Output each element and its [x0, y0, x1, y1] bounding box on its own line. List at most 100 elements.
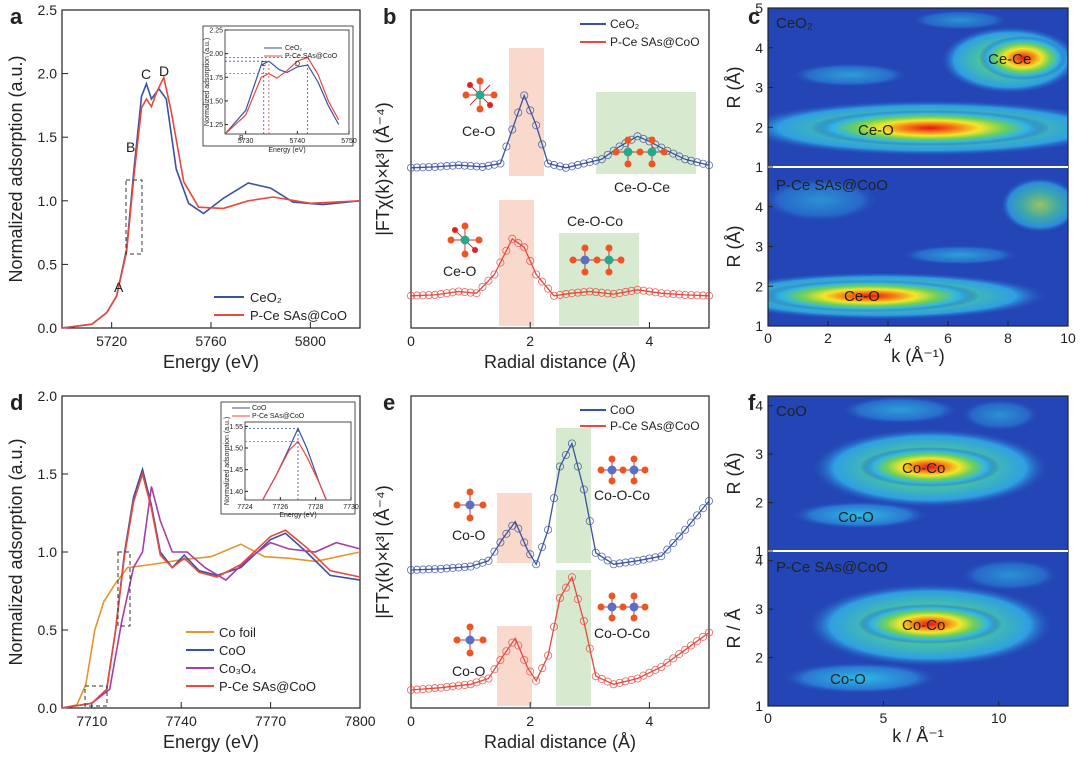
inset-y-tick-label-a: 1.50	[209, 98, 223, 105]
panel-label-b: b	[383, 4, 396, 29]
y-axis-label-f: R / Å	[724, 608, 744, 648]
panel-f: f CoO Co-Co Co-O P-Ce SAs@CoO Co-Co Co-O…	[724, 390, 1069, 746]
series-marker-e	[597, 552, 606, 561]
series-marker-b	[705, 161, 714, 170]
peak-label-co-co-f2: Co-Co	[902, 617, 945, 634]
label-ce-o-co: Ce-O-Co	[567, 213, 623, 229]
series-marker-e	[448, 682, 457, 691]
series-marker-b	[448, 161, 457, 170]
y-tick-label-a: 1.0	[38, 193, 58, 209]
label-ce-o-bottom: Ce-O	[443, 263, 477, 279]
series-marker-e	[454, 681, 463, 690]
inset-annotation-C: C	[261, 61, 266, 68]
series-marker-b	[454, 161, 463, 170]
series-marker-e	[639, 555, 648, 564]
series-marker-e	[621, 677, 630, 686]
series-marker-e	[687, 641, 696, 650]
series-marker-e	[406, 566, 415, 575]
series-marker-b	[484, 161, 493, 170]
heatmap-pce-f	[768, 552, 1068, 706]
panel-label-c: c	[748, 4, 760, 29]
series-marker-b	[526, 256, 535, 265]
series-marker-b	[561, 163, 570, 172]
axes-b: 0 2 4 Radial distance (Å) |FTχ(k)×k³| (Å⁻⁴)	[373, 102, 654, 372]
axes-e: 0 2 4 Radial distance (Å) |FTχ(k)×k³| (Å⁻⁴)	[373, 485, 654, 752]
inset-annotation-B: B	[239, 135, 244, 142]
y-tick-label-d: 1.0	[38, 544, 58, 560]
x-tick-label-b: 4	[646, 333, 654, 349]
series-marker-b	[639, 286, 648, 295]
y-tick-label-f: 1	[755, 543, 763, 559]
legend-d: Co foil CoO Co₃O₄ P-Ce SAs@CoO	[186, 625, 316, 694]
series-marker-b	[675, 290, 684, 299]
series-marker-e	[621, 558, 630, 567]
series-marker-b	[412, 291, 421, 300]
panel-label-a: a	[10, 4, 23, 29]
legend-label-co-foil: Co foil	[219, 625, 256, 640]
x-tick-label-d: 7800	[344, 713, 375, 729]
inset-series-line-a	[224, 56, 340, 135]
x-tick-label-a: 5760	[195, 333, 226, 349]
co-o-molecule-icon-2	[453, 623, 487, 657]
series-marker-e	[699, 632, 708, 641]
inset-x-tick-label-d: 7724	[237, 504, 253, 511]
series-marker-e	[627, 675, 636, 684]
series-marker-e	[430, 684, 439, 693]
series-marker-e	[538, 543, 547, 552]
plot-frame-e	[410, 395, 710, 709]
heatmap-title-pce-c: P-Ce SAs@CoO	[776, 177, 888, 194]
series-marker-b	[579, 288, 588, 297]
series-marker-b	[442, 289, 451, 298]
series-marker-b	[466, 162, 475, 171]
series-e	[406, 439, 714, 695]
panel-d: d 7710 7740 7770 7800 0.0 0.5 1.0 1.5 2.0 Energy …	[6, 388, 376, 752]
highlight-ce-o-top	[509, 48, 544, 176]
series-marker-b	[633, 285, 642, 294]
series-marker-e	[663, 545, 672, 554]
x-tick-label-e: 0	[407, 713, 415, 729]
series-marker-e	[561, 583, 570, 592]
ce-o-molecule-icon-2	[447, 222, 483, 258]
legend-label-b2: P-Ce SAs@CoO	[610, 35, 700, 49]
series-marker-e	[609, 560, 618, 569]
y-tick-label-f: 2	[755, 495, 763, 511]
heatmap-ceo2	[768, 8, 1068, 166]
series-a	[61, 74, 361, 329]
inset-d: 7724 7726 7728 7730 1.40 1.45 1.50 1.55 Energy (…	[220, 401, 359, 519]
co-o-co-molecule-icon-2	[597, 592, 649, 622]
x-tick-label-e: 2	[526, 713, 534, 729]
series-marker-b	[687, 156, 696, 165]
label-ce-o-ce: Ce-O-Ce	[614, 179, 670, 195]
highlight-ce-o-co	[559, 233, 639, 326]
x-axis-label-f: k / Å⁻¹	[892, 726, 944, 746]
inset-y-tick-label-a: 1.75	[209, 75, 223, 82]
y-tick-label-a: 0.5	[38, 256, 58, 272]
inset-x-tick-label-d: 7728	[308, 504, 324, 511]
inset-legend-label-pce-d: P-Ce SAs@CoO	[252, 413, 305, 420]
x-tick-label-c: 0	[764, 330, 772, 346]
inset-legend-label-pce: P-Ce SAs@CoO	[285, 53, 338, 60]
peak-label-co-o-f2: Co-O	[830, 671, 866, 688]
series-marker-b	[687, 291, 696, 300]
series-marker-b	[573, 288, 582, 297]
series-marker-e	[693, 511, 702, 520]
series-marker-b	[699, 291, 708, 300]
y-tick-label-c: 4	[755, 199, 763, 215]
series-marker-e	[412, 565, 421, 574]
series-marker-e	[585, 644, 594, 653]
label-co-o-co-top: Co-O-Co	[594, 487, 650, 503]
inset-x-tick-label-d: 7730	[343, 504, 359, 511]
series-marker-b	[424, 163, 433, 172]
highlight-ce-o-ce	[596, 92, 696, 174]
x-tick-label-d: 7710	[76, 713, 107, 729]
series-marker-b	[538, 140, 547, 149]
legend-label-co3o4: Co₃O₄	[219, 661, 256, 676]
highlight-co-o-co-bottom	[556, 570, 591, 706]
series-marker-e	[478, 676, 487, 685]
x-tick-label-c: 8	[1004, 330, 1012, 346]
series-marker-e	[418, 685, 427, 694]
series-marker-e	[544, 651, 553, 660]
series-marker-b	[496, 159, 505, 168]
series-marker-e	[705, 628, 714, 637]
inset-series-line-a	[224, 60, 340, 135]
